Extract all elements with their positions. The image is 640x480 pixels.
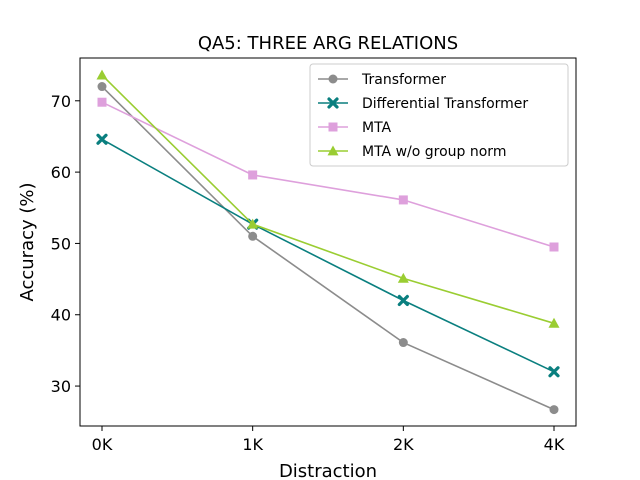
data-point [549, 405, 559, 415]
plot-area [96, 69, 560, 415]
y-tick-label: 60 [51, 163, 71, 182]
legend-marker [328, 74, 338, 84]
series-3 [96, 69, 560, 328]
series-line [101, 85, 555, 411]
y-tick-label: 40 [51, 306, 71, 325]
y-tick-label: 50 [51, 234, 71, 253]
data-point [398, 338, 408, 348]
x-axis: 0K 1K 2K 4K [92, 426, 565, 454]
data-point [397, 294, 409, 307]
x-tick-label: 0K [92, 435, 113, 454]
series-line [101, 74, 555, 325]
legend-box [309, 63, 569, 167]
legend-entry: MTA [318, 120, 392, 136]
legend-label: MTA w/o group norm [362, 144, 506, 160]
series-0 [97, 82, 559, 415]
legend-label: Differential Transformer [362, 96, 528, 112]
y-tick-label: 70 [51, 92, 71, 111]
legend-marker [327, 97, 339, 109]
series-line [101, 101, 555, 248]
legend-entry: Differential Transformer [318, 96, 528, 112]
y-axis-title: Accuracy (%) [17, 182, 38, 301]
data-point [248, 231, 258, 241]
legend-entry: Transformer [318, 72, 446, 88]
data-point [248, 170, 258, 180]
chart-title: QA5: THREE ARG RELATIONS [198, 33, 458, 54]
series-2 [97, 97, 559, 252]
data-point [548, 317, 560, 328]
data-point [247, 218, 259, 229]
data-point [397, 272, 409, 283]
data-point [398, 195, 408, 205]
data-point [96, 133, 108, 145]
data-point [549, 242, 559, 252]
legend-marker [328, 122, 338, 132]
legend-label: MTA [362, 120, 392, 136]
y-tick-label: 30 [51, 377, 71, 396]
data-point [97, 97, 107, 107]
legend: Transformer Differential Transformer MTA MT… [309, 63, 569, 167]
legend-entry: MTA w/o group norm [318, 144, 506, 160]
data-point [96, 69, 108, 80]
x-axis-title: Distraction [279, 461, 377, 480]
y-axis: 30 40 50 60 70 [51, 92, 80, 396]
legend-marker [327, 145, 339, 156]
axes-frame [79, 57, 577, 427]
legend-label: Transformer [361, 72, 446, 88]
series-1 [96, 133, 560, 378]
x-tick-label: 2K [393, 435, 414, 454]
data-point [97, 82, 107, 92]
series-line [101, 138, 555, 373]
data-point [548, 366, 560, 378]
x-tick-label: 4K [544, 435, 565, 454]
x-tick-label: 1K [242, 435, 263, 454]
